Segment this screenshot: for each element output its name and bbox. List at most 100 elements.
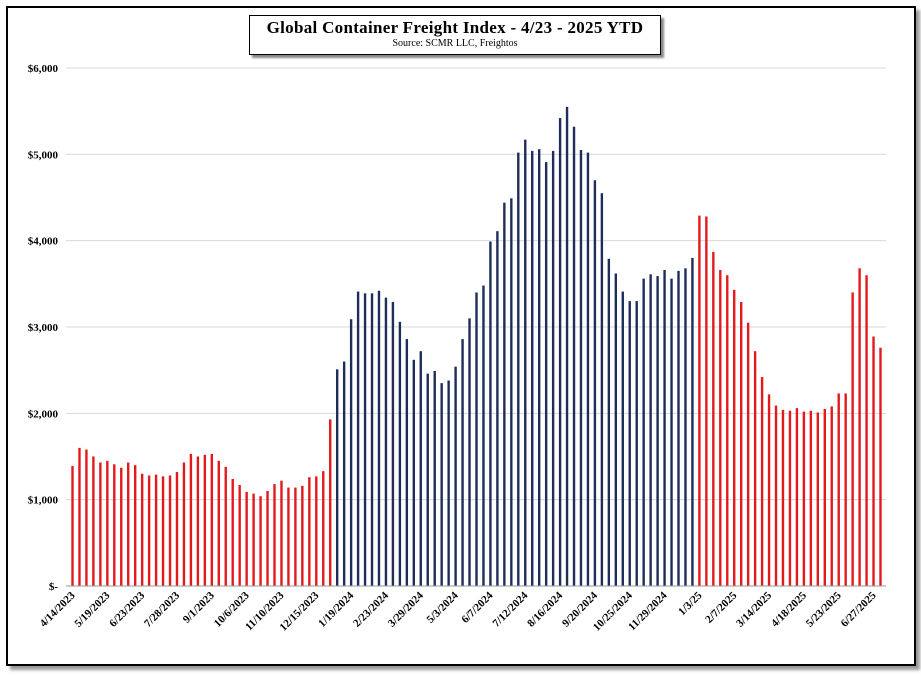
chart-frame — [6, 6, 916, 666]
bar-2024-47 — [663, 270, 666, 586]
bar-2024-23 — [496, 231, 499, 587]
bar-2024-34 — [572, 126, 576, 587]
bar-2025-22 — [851, 292, 854, 586]
bar-2023-20 — [210, 453, 214, 586]
y-tick-label: $2,000 — [28, 408, 59, 420]
bar-2024-38 — [600, 193, 604, 586]
bar-2025-4 — [726, 275, 729, 586]
bar-2023-18 — [196, 456, 200, 586]
bar-2024-51 — [691, 257, 694, 586]
bar-2025-8 — [753, 351, 757, 586]
bar-2024-44 — [642, 278, 645, 586]
bar-2023-7 — [120, 467, 123, 586]
x-tick-label: 1/19/2024 — [316, 589, 356, 629]
bar-2025-20 — [837, 393, 840, 586]
bar-2024-48 — [670, 278, 673, 586]
bar-2023-28 — [266, 491, 269, 586]
bar-2023-34 — [308, 477, 311, 586]
bar-2024-35 — [579, 150, 583, 586]
bar-2024-9 — [398, 321, 402, 586]
bar-2023-26 — [252, 493, 255, 586]
x-tick-label: 1/3/25 — [676, 589, 705, 618]
bar-2025-18 — [823, 409, 826, 586]
bar-2024-19 — [468, 318, 471, 586]
bar-2023-22 — [224, 466, 227, 586]
bar-2024-32 — [558, 118, 562, 586]
bars — [71, 106, 882, 587]
bar-2024-37 — [593, 180, 597, 587]
bar-2025-5 — [733, 289, 736, 586]
bar-2023-33 — [301, 485, 304, 586]
bar-2024-11 — [412, 359, 416, 586]
y-tick-label: $6,000 — [28, 63, 59, 75]
bar-2023-23 — [231, 478, 234, 586]
bar-2024-39 — [607, 258, 611, 586]
bar-2025-13 — [788, 410, 792, 586]
bar-2023-4 — [99, 462, 102, 586]
x-tick-label: 3/14/2025 — [734, 589, 774, 629]
bar-2023-13 — [161, 476, 165, 586]
x-tick-label: 5/3/2024 — [425, 589, 461, 625]
bar-2024-28 — [531, 150, 534, 586]
y-tick-label: $1,000 — [28, 495, 59, 507]
bar-2024-4 — [363, 293, 367, 586]
bar-2025-14 — [795, 408, 799, 586]
bar-2025-24 — [865, 275, 868, 586]
bar-2024-30 — [544, 162, 548, 586]
bar-2025-15 — [802, 411, 806, 586]
bar-2023-16 — [182, 462, 186, 586]
bar-2023-21 — [217, 460, 220, 586]
bar-2023-27 — [259, 496, 262, 586]
bar-2024-33 — [565, 106, 569, 586]
bar-2023-36 — [322, 471, 325, 586]
bar-2024-22 — [489, 241, 492, 586]
x-tick-label: 4/14/2023 — [38, 589, 78, 629]
bar-2024-8 — [391, 301, 395, 586]
bar-2025-7 — [746, 322, 750, 586]
bar-2024-40 — [614, 273, 618, 586]
bar-2024-1 — [342, 361, 346, 586]
x-tick-label: 11/29/2024 — [626, 589, 670, 633]
bar-2025-1 — [705, 216, 708, 587]
bar-2025-12 — [781, 409, 785, 586]
bar-2025-26 — [879, 347, 882, 586]
bar-2024-42 — [628, 301, 631, 586]
bar-2025-9 — [760, 377, 764, 586]
y-tick-label: $3,000 — [28, 322, 59, 334]
bar-2024-10 — [405, 339, 409, 586]
bar-2025-16 — [809, 410, 813, 586]
x-tick-label: 5/23/2025 — [804, 589, 844, 629]
x-tick-label: 4/18/2025 — [769, 589, 809, 629]
bar-2025-2 — [712, 251, 715, 586]
x-tick-label: 6/27/2025 — [839, 589, 879, 629]
x-tick-label: 2/23/2024 — [351, 589, 391, 629]
bar-2023-37 — [329, 419, 332, 586]
bar-2023-11 — [147, 475, 151, 586]
bar-2024-21 — [482, 285, 485, 586]
x-tick-label: 3/29/2024 — [386, 589, 426, 629]
y-axis-ticks: $- $1,000 $2,000 $3,000 $4,000 $5,000 $6,000 — [28, 63, 59, 593]
bar-2023-6 — [113, 464, 116, 586]
chart-title-box: Global Container Freight Index - 4/23 - … — [249, 15, 661, 55]
bar-2024-25 — [510, 198, 513, 587]
bar-2024-36 — [586, 152, 590, 587]
bar-2024-26 — [517, 152, 520, 587]
x-tick-label: 7/12/2024 — [490, 589, 530, 629]
bar-2023-3 — [92, 456, 95, 586]
bar-2023-30 — [280, 480, 283, 586]
bar-2025-19 — [830, 406, 833, 586]
bar-2024-43 — [635, 301, 638, 586]
bar-2024-12 — [419, 351, 422, 586]
bar-2025-6 — [739, 301, 743, 586]
bar-2024-24 — [503, 202, 506, 586]
bar-2024-14 — [433, 371, 436, 586]
bar-2023-2 — [85, 449, 88, 586]
chart-subtitle: Source: SCMR LLC, Freightos — [392, 38, 518, 49]
bar-2024-20 — [475, 292, 478, 586]
bar-2024-41 — [621, 291, 624, 586]
bar-2023-9 — [133, 465, 137, 586]
bar-2024-17 — [454, 366, 457, 586]
bar-2023-24 — [238, 484, 241, 586]
bar-2024-50 — [684, 268, 687, 586]
